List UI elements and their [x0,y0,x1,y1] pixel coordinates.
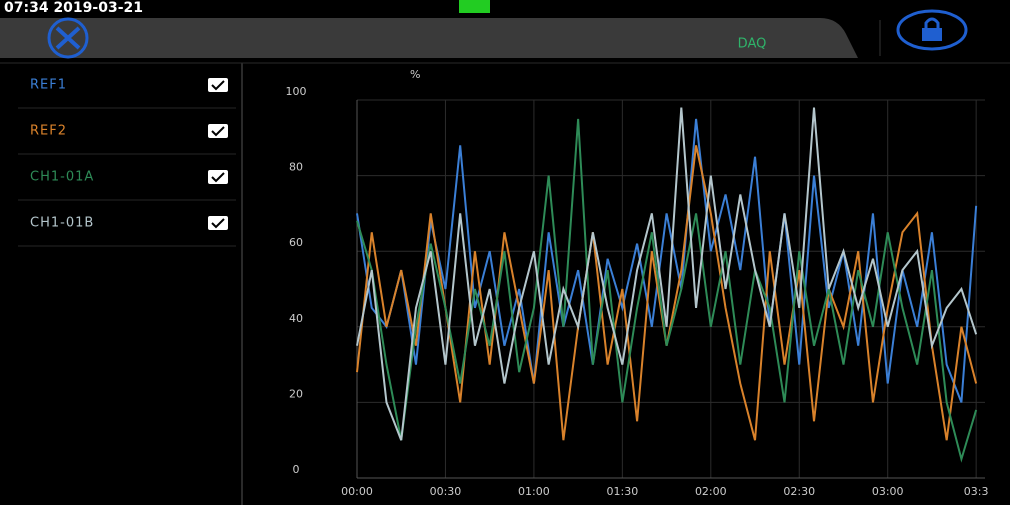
channel-checkbox[interactable] [208,216,228,230]
lock-button[interactable] [896,9,968,51]
checkmark [211,126,225,137]
y-tick-label: 40 [289,312,303,325]
y-tick-label: 100 [286,85,307,98]
x-tick-label: 01:30 [607,485,639,498]
checkmark [211,80,225,91]
channel-name[interactable]: CH1-01B [30,216,94,231]
y-tick-label: 20 [289,387,303,400]
header-title: DAQ [738,37,767,52]
series-line [356,118,978,403]
y-tick-label: 0 [293,463,300,476]
x-tick-label: 01:00 [518,485,550,498]
channel-name[interactable]: CH1-01A [30,170,94,185]
series-line [356,107,978,441]
datetime: 07:34 2019-03-21 [4,0,143,16]
x-tick-label: 02:30 [783,485,815,498]
header-bar [0,18,858,58]
battery-indicator [459,0,490,13]
y-tick-label: 60 [289,236,303,249]
tools-button[interactable] [47,17,89,59]
y-axis-label: % [410,68,420,81]
channel-checkbox[interactable] [208,170,228,184]
series-line [356,118,978,463]
x-tick-label: 03:3 [964,485,989,498]
channel-checkbox[interactable] [208,78,228,92]
channel-name[interactable]: REF2 [30,124,67,139]
checkmark [211,172,225,183]
x-tick-label: 00:30 [430,485,462,498]
x-tick-label: 02:00 [695,485,727,498]
y-tick-label: 80 [289,161,303,174]
channel-name[interactable]: REF1 [30,78,67,93]
x-tick-label: 03:00 [872,485,904,498]
x-tick-label: 00:00 [341,485,373,498]
checkmark [211,218,225,229]
channel-checkbox[interactable] [208,124,228,138]
